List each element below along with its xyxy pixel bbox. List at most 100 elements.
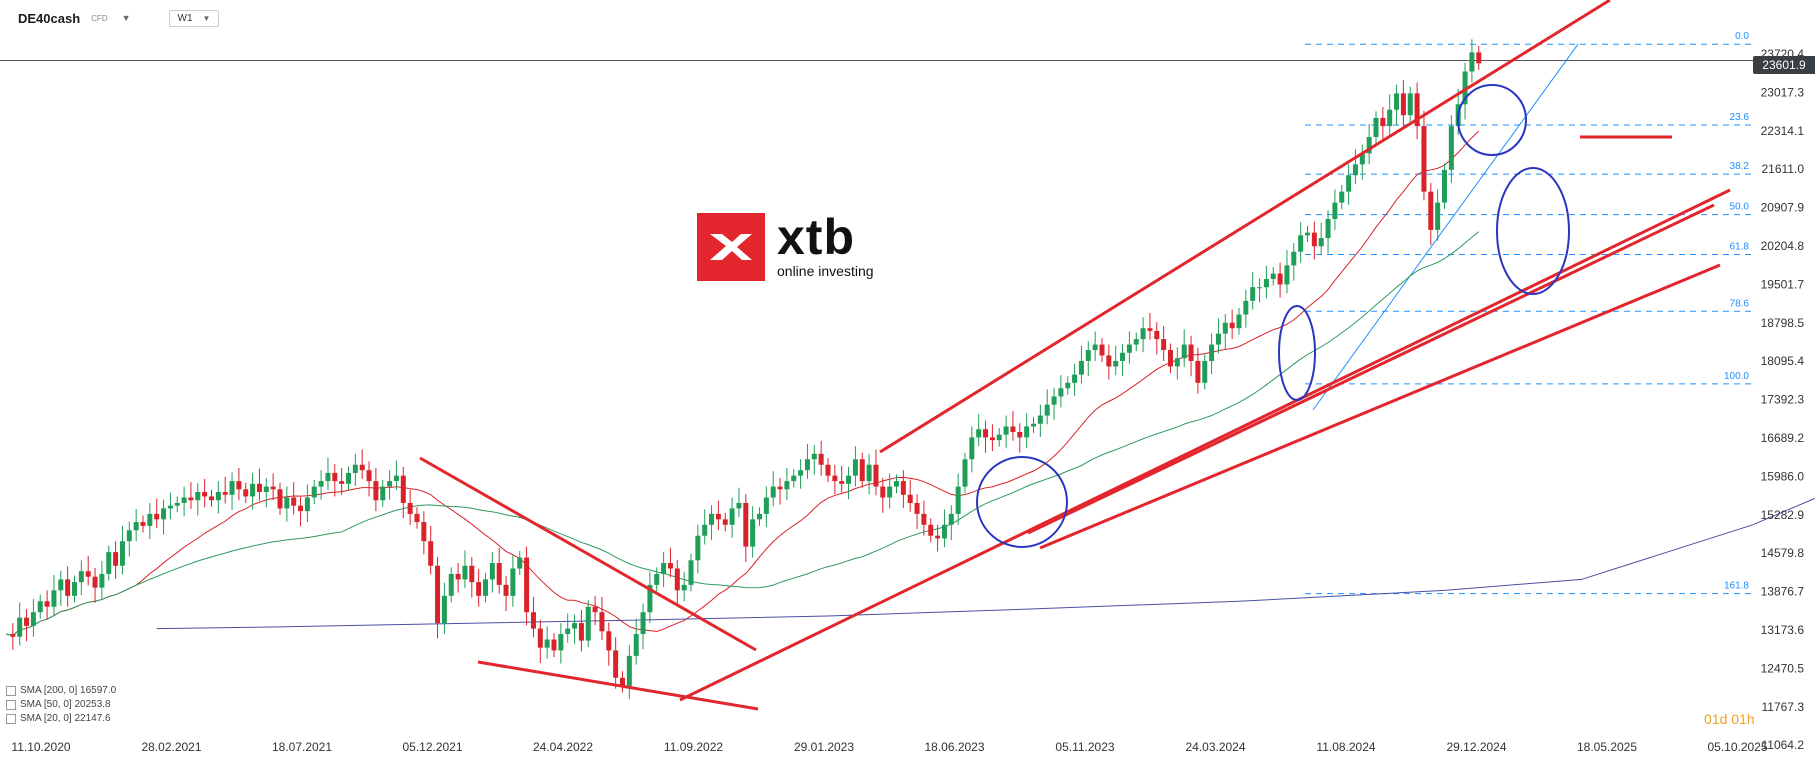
candle-body	[215, 492, 221, 501]
fib-level-label: 38.2	[1730, 161, 1750, 172]
indicator-icon	[6, 686, 16, 696]
x-tick-label: 29.12.2024	[1446, 740, 1506, 754]
candle-body	[222, 492, 228, 495]
candle-body	[51, 590, 57, 607]
candle-body	[1277, 273, 1283, 285]
candle-body	[599, 612, 605, 632]
candle-body	[846, 475, 852, 484]
y-tick-label: 21611.0	[1762, 162, 1805, 176]
legend-item[interactable]: SMA [50, 0] 20253.8	[6, 698, 116, 712]
candle-body	[1031, 423, 1036, 427]
candle-body	[640, 612, 646, 635]
candle-body	[1366, 137, 1372, 154]
candle-body	[1229, 322, 1235, 329]
candle-body	[1085, 350, 1091, 361]
candle-body	[37, 601, 43, 613]
candle-body	[770, 486, 776, 498]
candle-body	[195, 492, 201, 501]
candle-body	[1154, 330, 1160, 340]
candle-body	[400, 475, 406, 503]
candle-body	[1394, 93, 1400, 110]
timeframe-select[interactable]: W1 ▼	[168, 9, 220, 27]
candle-body	[763, 497, 769, 514]
y-tick-label: 23017.3	[1761, 85, 1805, 99]
candle-body	[352, 464, 358, 473]
candle-body	[202, 492, 208, 497]
candle-body	[1469, 52, 1475, 72]
candle-body	[1263, 279, 1269, 288]
candle-body	[1140, 328, 1146, 340]
legend-label: SMA [50, 0] 20253.8	[20, 699, 111, 710]
candle-body	[30, 612, 36, 626]
legend-label: SMA [200, 0] 16597.0	[20, 685, 117, 696]
candle-body	[1044, 404, 1050, 416]
symbol-name[interactable]: DE40cash	[18, 10, 81, 26]
x-tick-label: 18.05.2025	[1577, 740, 1637, 754]
candle-body	[1092, 344, 1098, 351]
candle-body	[1243, 300, 1249, 315]
x-tick-label: 05.11.2023	[1055, 740, 1114, 754]
legend-item[interactable]: SMA [20, 0] 22147.6	[6, 712, 116, 726]
candle-body	[161, 508, 167, 520]
indicator-icon	[6, 714, 16, 724]
candle-body	[496, 563, 502, 585]
trendline	[1039, 263, 1721, 550]
symbol-dropdown-icon[interactable]: ▼	[121, 13, 131, 23]
timeframe-value: W1	[177, 12, 193, 24]
candle-body	[1113, 360, 1119, 367]
x-tick-label: 05.12.2021	[402, 740, 462, 754]
candle-body	[78, 571, 84, 583]
candle-body	[1407, 93, 1413, 116]
candle-body	[44, 601, 50, 607]
candle-body	[935, 535, 941, 539]
candle-body	[709, 513, 715, 525]
candle-body	[1373, 117, 1379, 138]
x-tick-label: 18.06.2023	[924, 740, 984, 754]
candle-body	[1339, 191, 1345, 203]
candle-body	[647, 584, 653, 613]
highlight-ellipse	[976, 456, 1068, 548]
candle-body	[578, 623, 584, 641]
candle-body	[311, 486, 317, 498]
candle-body	[681, 584, 687, 591]
y-tick-label: 20907.9	[1761, 201, 1805, 215]
candle-body	[996, 434, 1002, 441]
fib-level-label: 161.8	[1724, 581, 1749, 592]
candle-body	[1236, 314, 1242, 329]
candle-body	[236, 481, 242, 490]
candle-body	[1195, 360, 1201, 383]
drawing-tools-layer[interactable]	[419, 0, 1731, 711]
candle-body	[243, 489, 249, 497]
legend-label: SMA [20, 0] 22147.6	[20, 713, 111, 724]
candle-body	[866, 464, 872, 482]
candle-body	[263, 486, 269, 493]
candle-body	[736, 502, 742, 509]
trendline	[419, 456, 757, 652]
candle-body	[1305, 232, 1310, 236]
candle-body	[921, 513, 927, 525]
candle-body	[1298, 235, 1304, 252]
candle-body	[435, 565, 441, 624]
candle-body	[85, 571, 91, 577]
candle-body	[1346, 175, 1352, 192]
candle-body	[1476, 52, 1482, 64]
candle-body	[1400, 93, 1406, 116]
candle-body	[113, 552, 119, 566]
candle-body	[702, 524, 708, 536]
xtb-logo: xtb online investing	[697, 212, 874, 281]
x-tick-label: 24.03.2024	[1185, 740, 1245, 754]
candle-body	[17, 617, 23, 637]
candle-body	[462, 565, 468, 580]
candle-body	[441, 595, 447, 624]
y-tick-label: 13876.7	[1761, 585, 1805, 599]
candle-body	[661, 563, 667, 574]
x-tick-label: 11.10.2020	[11, 740, 70, 754]
candle-body	[1024, 426, 1030, 438]
candle-body	[818, 453, 824, 465]
legend-item[interactable]: SMA [200, 0] 16597.0	[6, 684, 116, 698]
candle-body	[667, 563, 673, 569]
candle-body	[1181, 344, 1187, 359]
fib-level-label: 78.6	[1730, 298, 1750, 309]
y-tick-label: 11064.2	[1762, 738, 1805, 752]
